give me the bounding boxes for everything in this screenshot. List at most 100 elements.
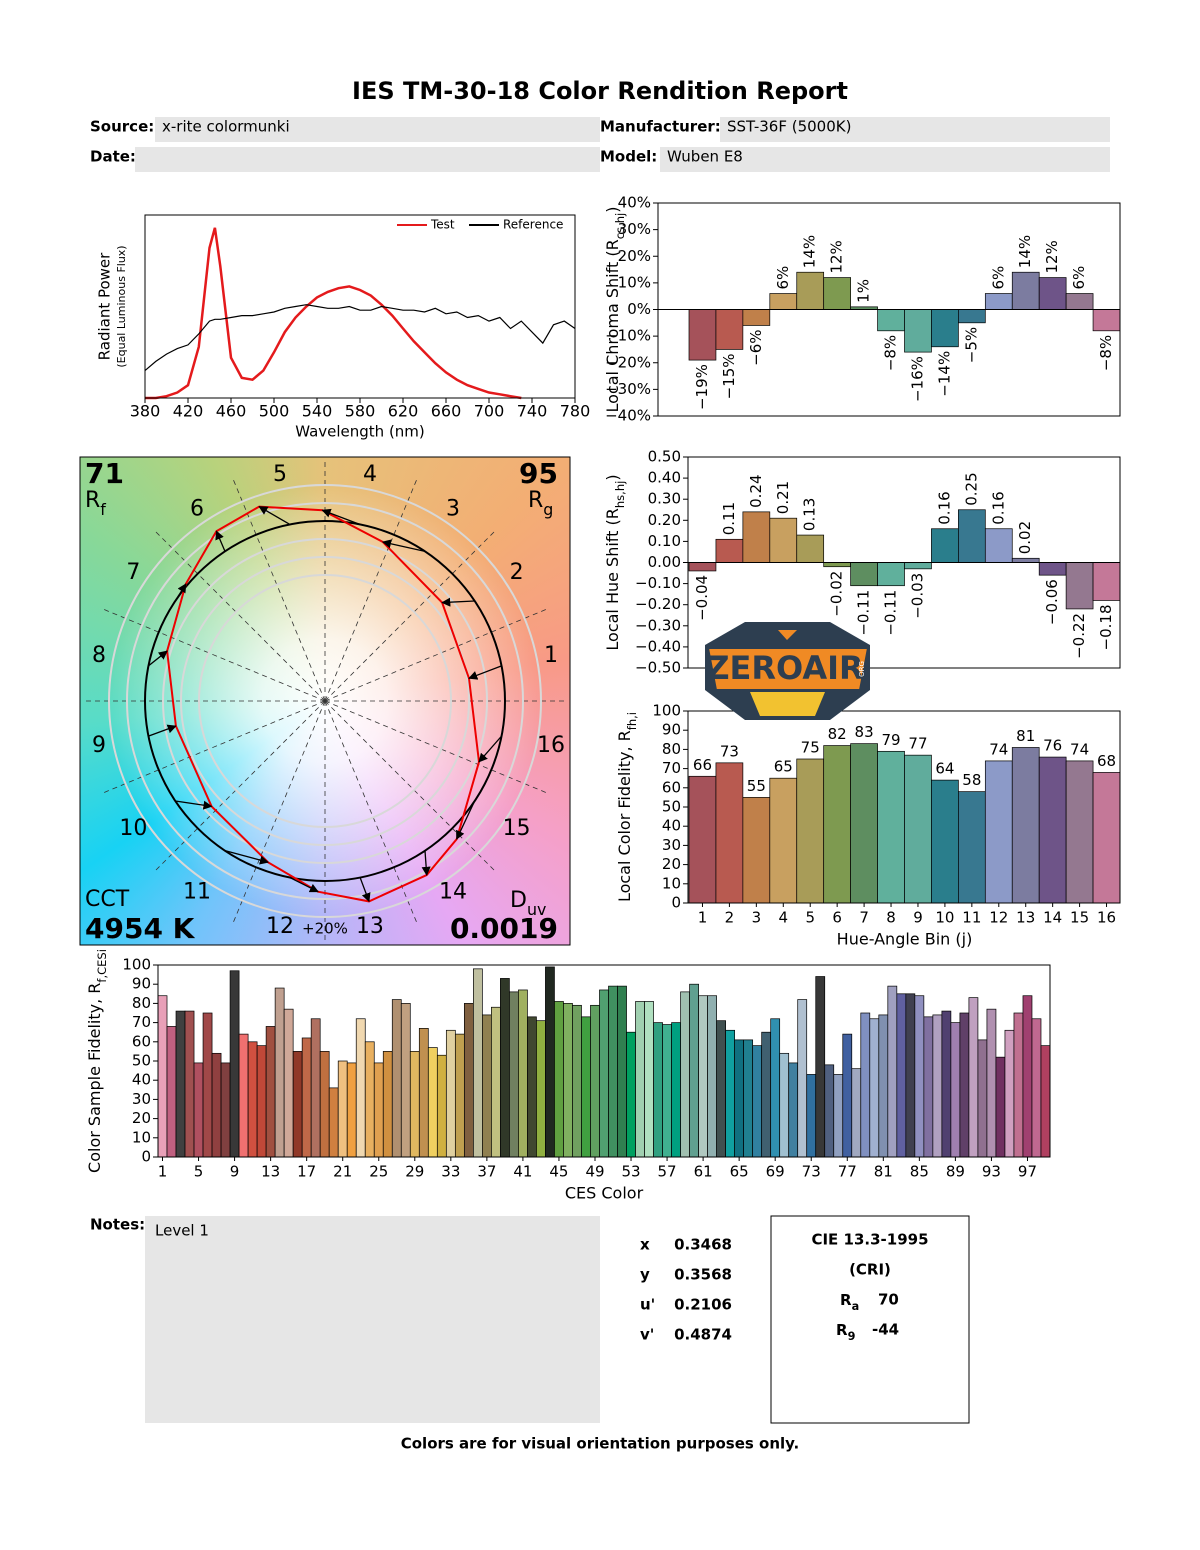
bar <box>400 1003 411 1158</box>
chromaticity-label: y <box>640 1266 650 1284</box>
bar <box>211 1052 222 1158</box>
plot-frame <box>687 710 1121 904</box>
y-axis-note: (Equal Luminous Flux) <box>115 245 128 367</box>
value-label: 0.24 <box>747 474 765 507</box>
x-tick-label: 580 <box>345 402 376 421</box>
shift-arrow <box>468 665 502 680</box>
bar <box>617 985 627 1158</box>
ring <box>180 556 470 846</box>
x-tick-label: 13 <box>261 1163 280 1181</box>
x-tick-label: 81 <box>874 1163 893 1181</box>
bar <box>1040 1045 1051 1158</box>
x-tick-label: 11 <box>962 909 981 927</box>
bar <box>986 1008 997 1158</box>
bar <box>904 562 932 570</box>
y-axis-label-part: ) <box>603 207 622 213</box>
y-tick-label: 70 <box>662 759 681 777</box>
x-tick-label: 57 <box>658 1163 677 1181</box>
bar <box>742 797 771 904</box>
bar <box>931 309 959 348</box>
bar <box>590 1004 600 1158</box>
ring-label: +20% <box>302 920 348 938</box>
bar <box>734 1039 745 1158</box>
bar <box>797 999 808 1158</box>
x-tick-label: 7 <box>859 909 869 927</box>
chromaticity-label: v' <box>640 1326 654 1344</box>
bar <box>1065 293 1094 310</box>
value-label: 0.25 <box>962 472 980 505</box>
bar <box>572 1004 582 1158</box>
bin-label: 8 <box>92 643 106 668</box>
value-label: −8% <box>882 335 900 371</box>
plot-frame <box>657 202 1121 417</box>
bar <box>815 976 826 1158</box>
bar <box>409 1051 420 1158</box>
bin-label: 3 <box>446 496 460 521</box>
logo: ZEROAIR ORG <box>705 622 870 720</box>
plot-frame <box>144 214 576 399</box>
shift-arrow <box>215 530 226 552</box>
bar <box>725 1029 735 1158</box>
duv-label-part: uv <box>527 900 546 919</box>
y-tick-label: 70 <box>132 1013 151 1031</box>
value-label: 58 <box>962 771 981 789</box>
cri-label: R9 <box>836 1321 856 1343</box>
x-tick-label: 12 <box>989 909 1008 927</box>
x-tick-label: 460 <box>216 402 247 421</box>
bin-boundary <box>232 478 326 702</box>
bar <box>941 1010 952 1158</box>
bar <box>842 1033 853 1158</box>
x-tick-label: 9 <box>913 909 923 927</box>
cct-title: CCT <box>85 887 130 912</box>
bar <box>823 745 851 904</box>
y-tick-label: 90 <box>662 721 681 739</box>
y-tick-label: −20% <box>605 353 651 371</box>
value-label: −0.03 <box>908 573 926 619</box>
bar <box>1038 562 1067 576</box>
x-tick-label: 380 <box>130 402 161 421</box>
field-box <box>135 147 600 172</box>
x-tick-label: 85 <box>910 1163 929 1181</box>
value-label: 75 <box>801 739 820 757</box>
field-label: Date: <box>90 148 136 166</box>
chromaticity-label: u' <box>640 1296 655 1314</box>
bar <box>995 1056 1006 1158</box>
x-tick-label: 49 <box>585 1163 604 1181</box>
footer: Colors are for visual orientation purpos… <box>401 1435 800 1453</box>
value-label: 14% <box>801 235 819 268</box>
duv-label: Duv <box>510 888 546 919</box>
x-tick-label: 620 <box>388 402 419 421</box>
bar <box>950 1022 961 1158</box>
bar <box>878 1014 889 1158</box>
x-tick-label: 3 <box>752 909 762 927</box>
bin-label: 9 <box>92 733 106 758</box>
bar <box>761 1031 772 1158</box>
bar <box>283 1008 294 1158</box>
y-tick-label: 100 <box>122 956 151 974</box>
value-label: 68 <box>1097 752 1116 770</box>
x-tick-label: 15 <box>1070 909 1089 927</box>
y-axis-label-part: ) <box>603 474 622 480</box>
bin-label: 4 <box>363 462 377 487</box>
bar <box>914 995 925 1158</box>
bar <box>959 1012 970 1158</box>
y-tick-label: −0.10 <box>635 574 681 592</box>
bar <box>984 528 1013 563</box>
shift-arrow <box>224 850 270 865</box>
value-label: −15% <box>720 353 738 399</box>
y-axis-label-part: Local Color Fidelity, R <box>615 730 634 902</box>
bin-boundary <box>232 700 326 924</box>
bar <box>931 779 959 904</box>
bar <box>869 1018 880 1158</box>
x-tick-label: 740 <box>517 402 548 421</box>
bar <box>319 1051 330 1158</box>
cct-value: 4954 K <box>85 912 196 945</box>
bar <box>851 1068 862 1158</box>
y-tick-label: −30% <box>605 380 651 398</box>
x-tick-label: 29 <box>405 1163 424 1181</box>
y-tick-label: 100 <box>652 702 681 720</box>
shift-arrow <box>441 597 475 607</box>
bar <box>688 775 717 904</box>
bar <box>500 978 510 1158</box>
